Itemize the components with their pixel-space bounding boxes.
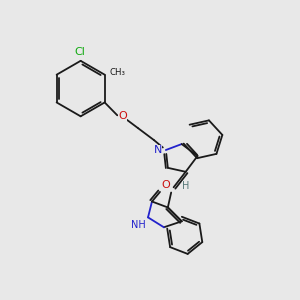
Text: O: O (118, 111, 127, 121)
Text: Cl: Cl (74, 47, 85, 57)
Text: CH₃: CH₃ (110, 68, 126, 77)
Text: H: H (182, 181, 189, 191)
Text: N: N (154, 145, 162, 155)
Text: O: O (161, 180, 170, 190)
Text: NH: NH (131, 220, 146, 230)
